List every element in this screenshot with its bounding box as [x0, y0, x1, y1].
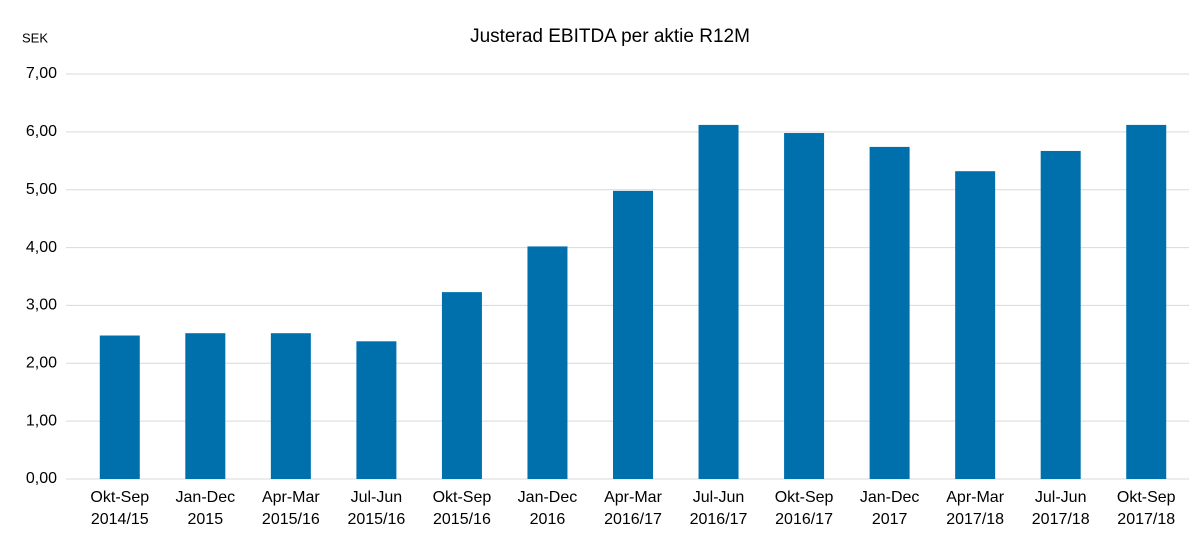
x-tick-label: 2015/16 — [347, 511, 405, 528]
bar — [1126, 124, 1167, 480]
bar — [356, 341, 397, 479]
bar — [1040, 150, 1081, 479]
x-tick-label: 2015 — [188, 511, 224, 528]
x-tick-label: Apr-Mar — [262, 489, 320, 506]
x-tick-label: 2016/17 — [775, 511, 833, 528]
x-tick-label: 2016/17 — [690, 511, 748, 528]
x-tick-label: 2015/16 — [433, 511, 491, 528]
x-tick-label: Apr-Mar — [604, 489, 662, 506]
y-tick-label: 2,00 — [26, 355, 57, 372]
x-tick-label: Okt-Sep — [433, 489, 492, 506]
x-tick-label: 2017/18 — [1117, 511, 1175, 528]
y-axis-label: SEK — [22, 30, 48, 45]
x-tick-label: 2014/15 — [91, 511, 149, 528]
y-tick-label: 4,00 — [26, 239, 57, 256]
x-tick-label: Apr-Mar — [946, 489, 1004, 506]
bar — [270, 333, 311, 479]
y-tick-label: 0,00 — [26, 470, 57, 487]
x-tick-label: Jan-Dec — [860, 489, 920, 506]
x-tick-label: 2016 — [530, 511, 566, 528]
bar — [527, 246, 568, 479]
bar — [441, 292, 482, 479]
x-tick-label: Jan-Dec — [518, 489, 578, 506]
bar — [99, 335, 140, 479]
bar — [698, 124, 739, 480]
bar — [955, 171, 996, 479]
x-tick-label: Jan-Dec — [176, 489, 236, 506]
y-tick-label: 3,00 — [26, 297, 57, 314]
x-tick-label: 2017/18 — [1032, 511, 1090, 528]
x-tick-label: 2016/17 — [604, 511, 662, 528]
x-tick-label: Okt-Sep — [775, 489, 834, 506]
y-tick-label: 6,00 — [26, 123, 57, 140]
bar — [869, 146, 910, 479]
x-tick-label: Jul-Jun — [1035, 489, 1087, 506]
bar — [784, 133, 825, 479]
bar — [613, 190, 653, 479]
x-tick-label: Jul-Jun — [351, 489, 403, 506]
x-tick-label: 2015/16 — [262, 511, 320, 528]
y-tick-label: 7,00 — [26, 65, 57, 82]
y-tick-label: 5,00 — [26, 181, 57, 198]
bar — [185, 333, 226, 479]
x-tick-label: 2017/18 — [946, 511, 1004, 528]
chart-title: Justerad EBITDA per aktie R12M — [470, 26, 750, 47]
x-tick-label: 2017 — [872, 511, 908, 528]
x-tick-label: Jul-Jun — [693, 489, 745, 506]
y-tick-label: 1,00 — [26, 412, 57, 429]
x-tick-label: Okt-Sep — [90, 489, 149, 506]
x-tick-label: Okt-Sep — [1117, 489, 1176, 506]
